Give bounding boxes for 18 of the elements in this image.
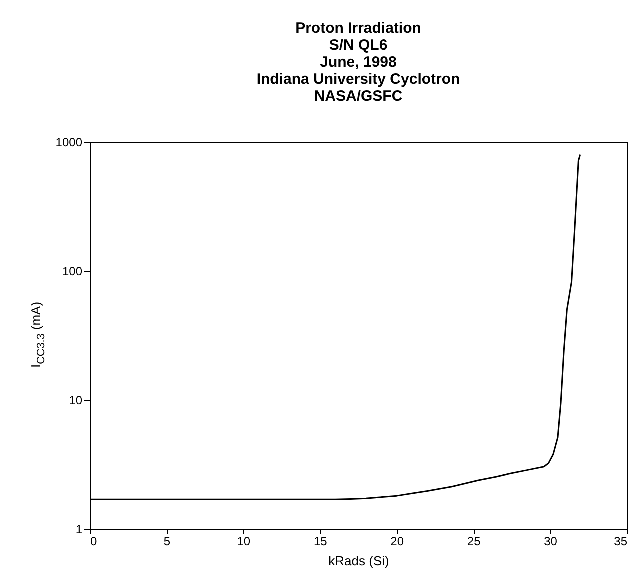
x-axis-title: kRads (Si) <box>328 554 390 568</box>
y-tick-label: 10 <box>69 394 83 408</box>
text: June, 1998 <box>320 54 397 71</box>
text: NASA/GSFC <box>314 88 403 105</box>
x-tick-label: 0 <box>90 534 98 548</box>
x-tick-label: 5 <box>164 534 171 548</box>
x-tick-label: 35 <box>614 534 628 548</box>
y-tick-label: 100 <box>62 264 83 278</box>
x-tick-label: 10 <box>237 534 251 548</box>
text: Indiana University Cyclotron <box>256 71 460 88</box>
y-tick-label: 1000 <box>56 136 83 150</box>
x-tick-label: 25 <box>467 534 482 548</box>
y-tick-label: 1 <box>76 522 83 536</box>
text: S/N QL6 <box>329 37 388 54</box>
x-tick-label: 15 <box>314 534 328 548</box>
x-tick-label: 20 <box>390 534 404 548</box>
x-tick-label: 30 <box>544 534 558 548</box>
text: Proton Irradiation <box>296 20 422 37</box>
